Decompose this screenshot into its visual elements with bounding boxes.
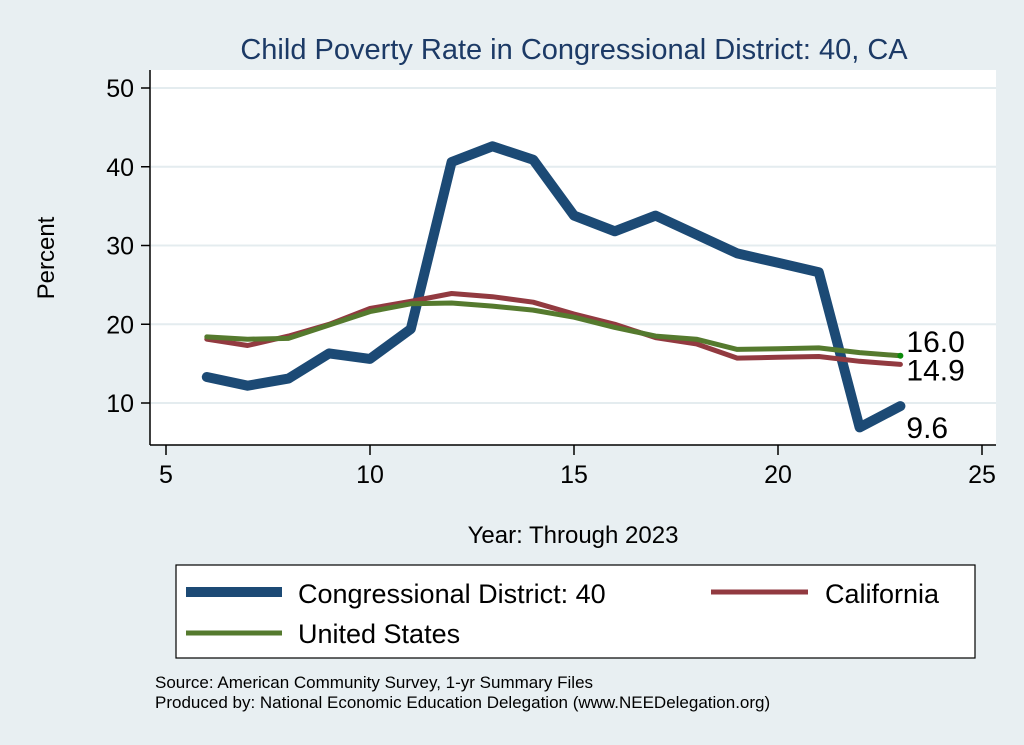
y-tick-label: 10 — [106, 390, 134, 418]
x-tick-label: 10 — [356, 461, 384, 489]
source-note: Source: American Community Survey, 1-yr … — [155, 673, 593, 692]
y-tick-label: 30 — [106, 233, 134, 261]
x-tick-label: 5 — [159, 461, 173, 489]
x-tick-label: 25 — [968, 461, 996, 489]
x-tick-label: 20 — [764, 461, 792, 489]
plot-area — [150, 70, 996, 445]
y-tick-label: 20 — [106, 311, 134, 339]
end-label-district: 9.6 — [906, 412, 948, 445]
end-label-california: 14.9 — [906, 354, 964, 387]
producer-note: Produced by: National Economic Education… — [155, 693, 770, 712]
x-axis-label: Year: Through 2023 — [468, 522, 679, 549]
y-tick-label: 40 — [106, 154, 134, 182]
end-label-united-states: 16.0 — [906, 326, 964, 359]
chart-title: Child Poverty Rate in Congressional Dist… — [240, 34, 908, 66]
legend-box — [175, 564, 976, 659]
series-line-united-states — [204, 300, 903, 359]
y-tick-label: 50 — [106, 75, 134, 103]
legend-label-united-states: United States — [298, 619, 460, 649]
x-tick-label: 15 — [560, 461, 588, 489]
series-lines — [201, 141, 906, 433]
legend-label-california: California — [825, 579, 940, 609]
united-states-end-marker — [897, 352, 904, 359]
legend: Congressional District: 40 California Un… — [175, 564, 976, 659]
series-line-district — [201, 141, 906, 433]
end-labels: 16.014.9 9.6 — [906, 326, 964, 445]
legend-label-district: Congressional District: 40 — [298, 579, 606, 609]
y-axis-label: Percent — [33, 216, 60, 299]
y-axis-ticks: 10 20 30 40 50 — [106, 75, 150, 418]
x-axis-ticks: 5 10 15 20 25 — [159, 445, 996, 489]
